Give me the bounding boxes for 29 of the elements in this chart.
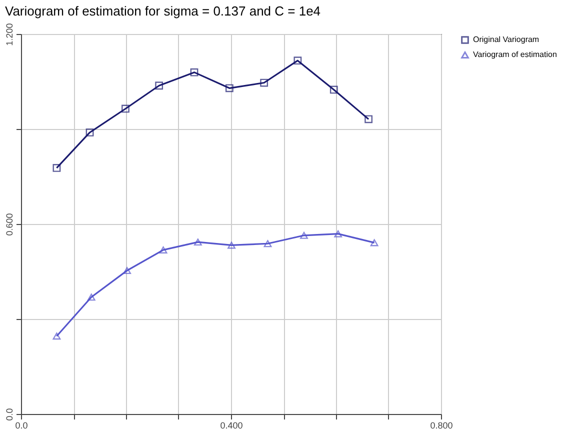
point (52, 164, 61, 172)
point (364, 115, 373, 124)
point (330, 86, 338, 94)
point (294, 56, 302, 65)
chart-title: Variogram of estimation for sigma = 0.137 and C = 1e4 (5, 4, 321, 19)
x-tick-label: 0.400 (220, 420, 243, 430)
point (52, 332, 61, 340)
point (225, 84, 234, 92)
point (300, 232, 308, 239)
y-tick-label: 0.0 (4, 408, 14, 421)
point (264, 240, 272, 248)
x-tick-label: 0.0 (15, 420, 28, 430)
point (194, 238, 202, 246)
point (122, 104, 130, 113)
point (86, 128, 94, 136)
legend-label: Variogram of estimation (473, 50, 557, 59)
point (260, 78, 268, 87)
y-tick-label: 1.200 (4, 23, 14, 46)
legend-label: Original Variogram (473, 35, 540, 44)
point (87, 294, 96, 301)
x-tick-label: 0.800 (430, 420, 453, 430)
point (370, 239, 378, 246)
point (334, 230, 342, 238)
point (123, 267, 132, 274)
point (228, 242, 236, 249)
point (159, 246, 168, 254)
point (155, 82, 164, 90)
y-tick-label: 0.600 (4, 213, 14, 236)
point (190, 68, 198, 76)
